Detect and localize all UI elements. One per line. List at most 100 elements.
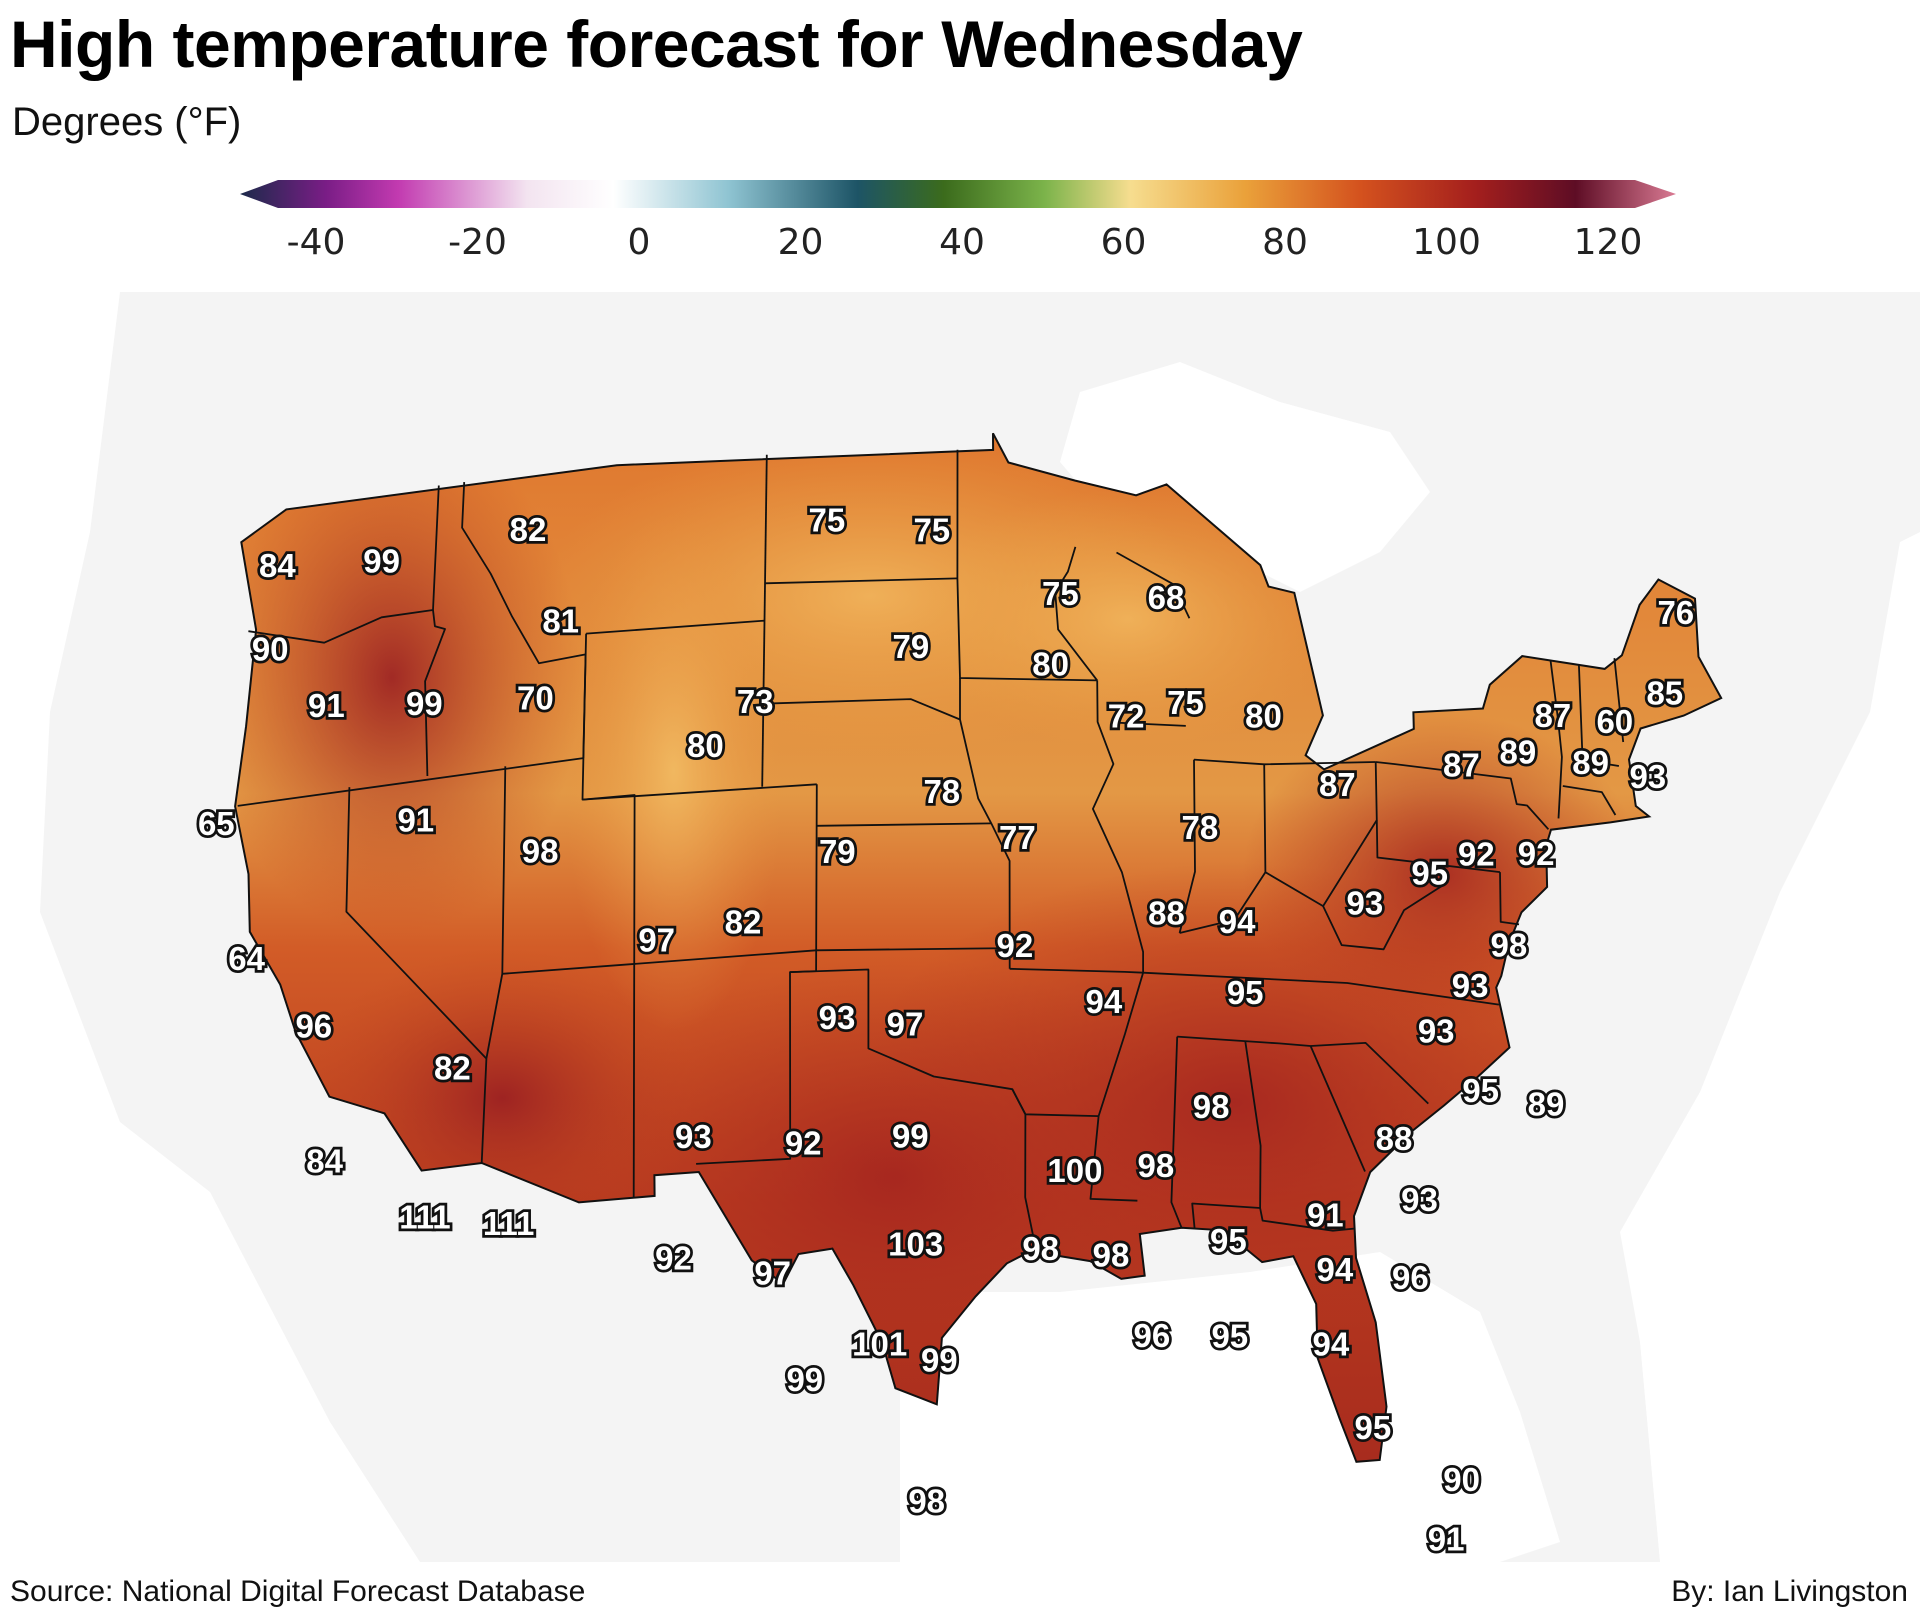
temperature-label: 93 xyxy=(819,999,856,1036)
temperature-shade xyxy=(907,489,1348,750)
temperature-label: 91 xyxy=(1307,1196,1344,1233)
legend-tick-label: -20 xyxy=(448,222,507,263)
temperature-label: 99 xyxy=(406,685,443,722)
temperature-label: 91 xyxy=(308,687,345,724)
map-subtitle: Degrees (°F) xyxy=(12,100,242,144)
temperature-label: 89 xyxy=(1528,1085,1565,1122)
temperature-label: 75 xyxy=(809,501,846,538)
map-title: High temperature forecast for Wednesday xyxy=(10,7,1303,81)
temperature-shade xyxy=(235,433,582,938)
legend-tick-label: 80 xyxy=(1262,222,1308,263)
temperature-label: 65 xyxy=(198,805,235,842)
state-border xyxy=(1089,680,1144,1202)
state-border xyxy=(345,787,488,1060)
state-border xyxy=(1309,1045,1366,1172)
legend-tick-labels: -40 -20 0 20 40 60 80 100 120 xyxy=(287,222,1643,263)
map-svg: 84 99 82 75 75 76 90 85 75 68 81 87 60 91 99 70 79 80 75 89… xyxy=(0,292,1920,1562)
state-border xyxy=(248,609,434,644)
temperature-labels: 84 99 82 75 75 76 90 85 75 68 81 87 60 91 99 70 79 80 75 89… xyxy=(195,499,1697,1561)
temperature-label: 95 xyxy=(1355,1409,1392,1446)
temperature-label: 80 xyxy=(687,727,724,764)
temperature-label: 103 xyxy=(888,1226,943,1263)
state-border xyxy=(764,577,958,585)
temperature-label: 89 xyxy=(1572,744,1609,781)
state-border xyxy=(1517,840,1547,863)
temperature-label: 97 xyxy=(638,921,675,958)
byline: By: Ian Livingston xyxy=(1671,1575,1908,1608)
temperature-label: 81 xyxy=(542,602,579,639)
temperature-label: 75 xyxy=(1167,684,1204,721)
temperature-label: 60 xyxy=(1596,703,1633,740)
temperature-label: 99 xyxy=(921,1342,958,1379)
temperature-label: 64 xyxy=(228,940,265,977)
state-border xyxy=(1322,881,1449,951)
temperature-label: 95 xyxy=(1210,1222,1247,1259)
state-borders xyxy=(237,449,1625,1248)
temperature-label: 101 xyxy=(852,1326,907,1363)
pacific-ocean xyxy=(0,292,420,1562)
temperature-label: 94 xyxy=(1313,1326,1350,1363)
color-scale-legend: -40 -20 0 20 40 60 80 100 120 xyxy=(240,180,1680,280)
temperature-map: 84 99 82 75 75 76 90 85 75 68 81 87 60 91 99 70 79 80 75 89… xyxy=(0,292,1920,1562)
temperature-label: 72 xyxy=(1108,698,1145,735)
temperature-label: 93 xyxy=(1452,967,1489,1004)
temperature-label: 87 xyxy=(1534,697,1571,734)
temperature-label: 91 xyxy=(397,802,434,839)
temperature-label: 92 xyxy=(785,1125,822,1162)
state-border xyxy=(480,766,507,1164)
temperature-label: 93 xyxy=(1629,758,1666,795)
temperature-label: 75 xyxy=(1042,575,1079,612)
temperature-label: 92 xyxy=(1458,835,1495,872)
temperature-label: 73 xyxy=(737,683,774,720)
temperature-label: 87 xyxy=(1443,747,1480,784)
temperature-label: 78 xyxy=(923,773,960,810)
legend-tick-label: 100 xyxy=(1412,222,1481,263)
state-border xyxy=(424,485,446,777)
temperature-label: 80 xyxy=(1245,697,1282,734)
temperature-label: 93 xyxy=(1347,885,1384,922)
temperature-label: 111 xyxy=(399,1199,450,1236)
temperature-label: 111 xyxy=(483,1205,534,1242)
temperature-label: 96 xyxy=(1134,1317,1171,1354)
source-credit: Source: National Digital Forecast Databa… xyxy=(10,1575,586,1608)
temperature-label: 95 xyxy=(1227,974,1264,1011)
legend-tick-label: 0 xyxy=(628,222,651,263)
temperature-label: 99 xyxy=(892,1118,929,1155)
state-border xyxy=(1259,1207,1354,1232)
legend-tick-label: 20 xyxy=(778,222,824,263)
legend-tick-label: -40 xyxy=(287,222,346,263)
temperature-label: 98 xyxy=(1093,1236,1130,1273)
temperature-label: 70 xyxy=(517,680,554,717)
temperature-shade xyxy=(563,511,784,1032)
temperature-label: 85 xyxy=(1646,674,1683,711)
temperature-label: 75 xyxy=(913,512,950,549)
atlantic-ocean xyxy=(1620,532,1920,1562)
state-border xyxy=(1549,660,1563,819)
legend-tick-label: 60 xyxy=(1101,222,1147,263)
state-border xyxy=(761,454,768,787)
state-border xyxy=(582,794,636,1198)
temperature-label: 90 xyxy=(252,631,289,668)
temperature-label: 98 xyxy=(1138,1147,1175,1184)
state-border xyxy=(1113,721,1186,727)
state-border xyxy=(1375,761,1550,830)
temperature-label: 92 xyxy=(655,1240,692,1277)
state-border xyxy=(1375,820,1501,873)
temperature-label: 98 xyxy=(1022,1230,1059,1267)
state-border xyxy=(816,822,992,827)
temperature-label: 93 xyxy=(1401,1181,1438,1218)
state-border xyxy=(1178,759,1196,934)
temperature-label: 84 xyxy=(306,1143,343,1180)
temperature-label: 87 xyxy=(1319,766,1356,803)
state-border xyxy=(1578,664,1620,767)
temperature-label: 93 xyxy=(675,1118,712,1155)
us-coastline xyxy=(234,432,1723,1463)
temperature-label: 79 xyxy=(893,628,930,665)
legend-color-bar xyxy=(240,180,1676,208)
temperature-label: 95 xyxy=(1411,854,1448,891)
temperature-label: 82 xyxy=(510,511,547,548)
temperature-label: 88 xyxy=(1376,1120,1413,1157)
state-border xyxy=(1054,546,1098,681)
temperature-label: 68 xyxy=(1148,579,1185,616)
temperature-label: 89 xyxy=(1500,733,1537,770)
